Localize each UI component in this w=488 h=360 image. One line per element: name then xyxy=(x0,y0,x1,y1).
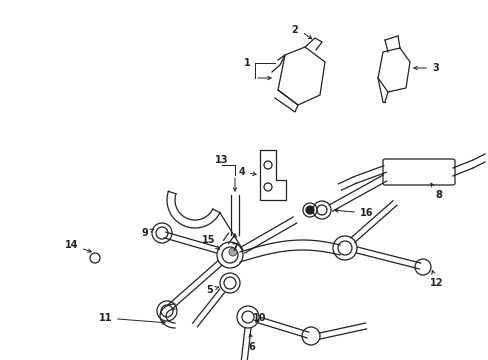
Text: 8: 8 xyxy=(430,183,441,200)
Text: 13: 13 xyxy=(215,155,228,165)
Text: 9: 9 xyxy=(141,228,153,238)
Text: 16: 16 xyxy=(334,208,373,218)
Text: 1: 1 xyxy=(243,58,250,68)
Text: 5: 5 xyxy=(206,285,218,295)
Text: 14: 14 xyxy=(64,240,91,252)
Circle shape xyxy=(305,206,313,214)
Text: 12: 12 xyxy=(429,271,443,288)
Text: 6: 6 xyxy=(247,334,254,352)
Text: 4: 4 xyxy=(238,167,256,177)
Text: 3: 3 xyxy=(413,63,438,73)
Text: 11: 11 xyxy=(98,313,165,324)
Text: 2: 2 xyxy=(291,25,298,35)
Text: 15: 15 xyxy=(201,235,219,249)
Circle shape xyxy=(228,248,237,256)
Text: 10: 10 xyxy=(252,313,266,323)
Text: 7: 7 xyxy=(231,234,238,253)
